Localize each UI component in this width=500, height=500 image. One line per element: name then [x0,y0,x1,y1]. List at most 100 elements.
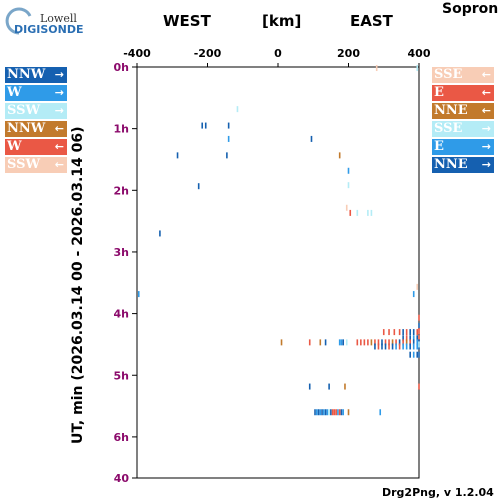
data-point [319,409,322,416]
data-point [331,409,334,416]
y-ticks: 0h 1h 2h 3h 4h 5h 6h 40 [114,61,137,485]
legend-label: NNW [7,121,46,136]
data-point [418,341,420,348]
data-point [388,329,390,336]
data-point [398,329,401,336]
data-point [204,122,207,129]
data-point [280,339,283,346]
legend-arrow-icon: → [481,158,491,171]
data-point [418,314,420,321]
data-point [384,339,387,346]
data-point [345,204,348,211]
data-point [338,339,341,346]
legend-item-right-0: SSE ← [432,67,494,83]
data-point [226,152,228,159]
data-point [416,329,419,336]
data-point [412,291,415,298]
data-point [388,343,390,350]
data-point [227,135,230,142]
data-point [391,339,394,346]
legend-arrow-icon: ← [481,68,491,81]
data-point [379,409,382,416]
data-point [409,329,411,336]
x-tick-label: 200 [337,47,360,60]
data-point [328,409,330,416]
x-ticks: -400 -200 0 200 400 [123,47,431,67]
station-name: Sopron [442,1,499,17]
data-point [409,339,411,346]
data-point [381,343,383,350]
header-east: EAST [350,12,393,30]
legend-item-left-4: W ← [5,139,67,155]
data-point [338,409,341,416]
data-point [340,339,343,346]
data-point [381,339,383,346]
legend-item-right-3: SSE → [432,121,494,137]
data-point [370,339,373,346]
x-tick-label: 400 [408,47,431,60]
header-west: WEST [163,12,211,30]
y-tick-label: 40 [114,472,130,485]
x-tick-label: -400 [123,47,151,60]
data-point [402,343,404,350]
data-point [409,335,411,342]
x-tick-label: -200 [194,47,222,60]
data-point [227,122,230,129]
data-point [418,322,420,329]
legend-item-left-5: SSW ← [5,157,67,173]
legend-label: SSW [7,157,41,172]
legend-item-right-4: E → [432,139,494,155]
data-point [412,339,415,346]
data-point [356,209,359,216]
data-point [317,409,320,416]
data-point [328,383,330,390]
legend-label: NNE [434,157,468,172]
data-point [324,339,327,346]
legend-label: NNE [434,103,468,118]
data-point [412,335,415,342]
data-point [418,335,420,342]
data-point [347,409,350,416]
data-point [342,339,345,346]
legend-arrow-icon: ← [54,158,64,171]
legend-label: SSW [7,103,41,118]
data-point [382,329,385,336]
data-point [345,339,348,346]
legend-label: W [7,85,22,100]
legend-arrow-icon: → [481,140,491,153]
legend-label: SSE [434,67,463,82]
y-tick-label: 5h [114,369,130,382]
data-point [405,343,408,350]
legend-item-left-0: NNW → [5,67,67,83]
y-tick-label: 3h [114,246,130,259]
legend-arrow-icon: ← [481,86,491,99]
data-point [402,339,404,346]
legend-item-right-2: NNE ← [432,103,494,119]
data-point [402,335,404,342]
data-point [416,283,419,290]
data-point [308,383,311,390]
footer-version: Drg2Png, v 1.2.04 [382,486,494,499]
data-point [310,135,313,142]
data-point [330,409,332,416]
y-tick-label: 0h [114,61,130,74]
data-point [314,409,316,416]
legend-item-left-3: NNW ← [5,121,67,137]
data-point [335,409,337,416]
data-point [340,409,343,416]
data-point [418,383,420,390]
data-point [137,291,140,298]
data-point [367,209,369,216]
data-point [393,329,396,336]
header-km: [km] [262,12,302,30]
data-point [315,409,318,416]
data-point [333,409,336,416]
logo-digisonde-text: DIGISONDE [14,23,84,36]
legend-arrow-icon: → [481,122,491,135]
data-point [402,329,404,336]
data-point [338,152,341,159]
data-point [384,343,387,350]
data-point [375,65,378,72]
data-point [405,339,408,346]
data-point [363,339,366,346]
